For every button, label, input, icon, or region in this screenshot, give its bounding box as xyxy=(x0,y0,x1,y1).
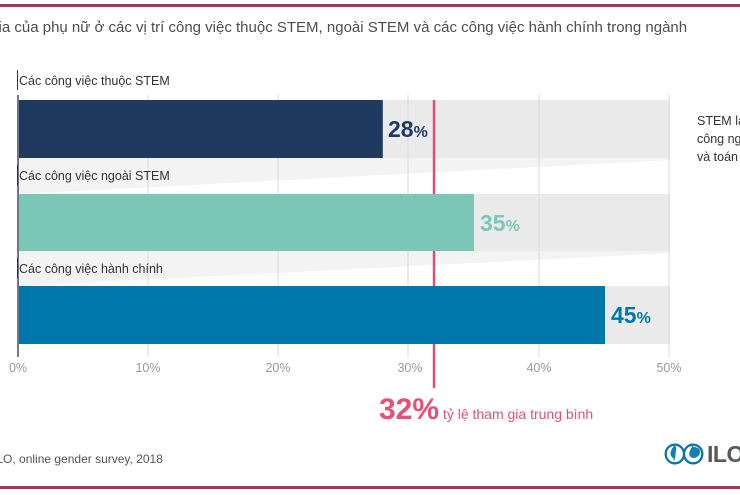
svg-text:ILO: ILO xyxy=(707,441,740,467)
